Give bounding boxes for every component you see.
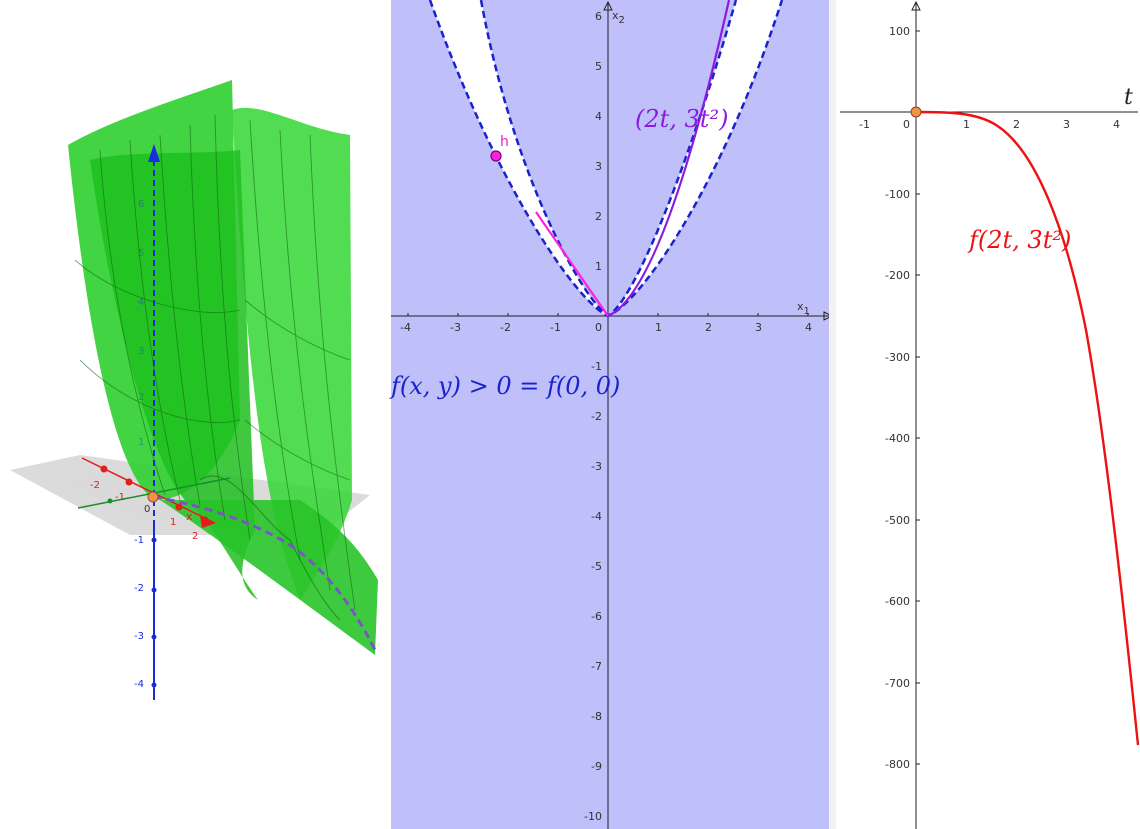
- point-h-label: h: [500, 134, 509, 150]
- graphics-3d-canvas[interactable]: 6 5 4 3 2 1 -1 -2 -3 -4 -2 -1 0 1 2: [0, 0, 384, 829]
- x1-tick-label: -3: [450, 321, 461, 334]
- x-tick-label: 2: [192, 531, 198, 542]
- z-tick-label: 1: [138, 437, 144, 448]
- x1-tick-label: 4: [805, 321, 812, 334]
- surface-mesh: [74, 114, 356, 611]
- curve-2t-3t2: [607, 0, 731, 318]
- x-tick-label: -1: [115, 492, 125, 503]
- t-point[interactable]: [910, 106, 922, 118]
- z-tick-label: -4: [134, 679, 144, 690]
- x2-tick-label: -4: [591, 510, 602, 523]
- inequality-label: f(x, y) > 0 = f(0, 0): [389, 372, 620, 400]
- composition-label: f(2t, 3t²): [967, 226, 1071, 254]
- x-axis-label: x: [186, 510, 193, 523]
- x1-axis-label: x1: [797, 300, 810, 317]
- x2-tick-label: 1: [595, 260, 602, 273]
- x2-tick-label: -10: [584, 810, 602, 823]
- x2-tick-label: -6: [591, 610, 602, 623]
- z-tick-label: 4: [138, 297, 144, 308]
- curve-label: (2t, 3t²): [635, 105, 728, 133]
- z-axis-arrow: [148, 144, 160, 162]
- x2-tick-label: 5: [595, 60, 602, 73]
- value-tick-label: -300: [885, 351, 910, 364]
- x-tick-label: -2: [90, 480, 100, 491]
- x-tick-label: 0: [144, 504, 150, 515]
- x2-tick-label: 3: [595, 160, 602, 173]
- value-tick-label: -800: [885, 758, 910, 771]
- value-tick-label: 100: [889, 25, 910, 38]
- z-tick-label: 5: [138, 248, 144, 259]
- x2-tick-label: -9: [591, 760, 602, 773]
- graphics-t-canvas[interactable]: t -1 0 1 2 3 4 100 -100 -200 -300 -400 -…: [836, 0, 1140, 829]
- x1-tick-label: 3: [755, 321, 762, 334]
- graphics-2d-view[interactable]: x1 x2 -4 -3 -2 -1 0 1 2 3 4 6 5 4 3 2 1: [384, 0, 836, 829]
- composition-curve: [915, 110, 1140, 746]
- x1-tick-label: -2: [500, 321, 511, 334]
- x1-tick-label: 2: [705, 321, 712, 334]
- surface-curve: [153, 495, 377, 651]
- t-axis-label: t: [1124, 85, 1133, 110]
- x1-tick-marks: [407, 313, 809, 316]
- t-tick-label: 2: [1013, 118, 1020, 131]
- z-tick-label: 3: [138, 346, 144, 357]
- region-f-positive: [391, 0, 832, 829]
- value-tick-label: -600: [885, 595, 910, 608]
- x-axis-ticks: -2 -1 0 1 2 x: [90, 480, 198, 542]
- t-tick-label: 0: [903, 118, 910, 131]
- t-tick-label: 3: [1063, 118, 1070, 131]
- t-axis-ticks: -1 0 1 2 3 4: [859, 118, 1120, 131]
- x-tick-label: 1: [170, 517, 176, 528]
- z-tick-label: -2: [134, 583, 144, 594]
- x2-tick-label: -7: [591, 660, 602, 673]
- x1-tick-label: -1: [550, 321, 561, 334]
- z-tick-label: 6: [138, 199, 144, 210]
- x2-tick-label: -8: [591, 710, 602, 723]
- segment-h[interactable]: [535, 211, 609, 317]
- value-tick-marks: [916, 30, 920, 765]
- x1-tick-label: 1: [655, 321, 662, 334]
- x1-tick-label: 0: [595, 321, 602, 334]
- x-axis-points: [100, 465, 209, 524]
- surface-sheet-right: [232, 107, 352, 601]
- graphics-3d-view[interactable]: 6 5 4 3 2 1 -1 -2 -3 -4 -2 -1 0 1 2: [0, 0, 384, 829]
- z-tick-label: 2: [138, 392, 144, 403]
- value-tick-label: -200: [885, 269, 910, 282]
- graphics-2d-canvas[interactable]: x1 x2 -4 -3 -2 -1 0 1 2 3 4 6 5 4 3 2 1: [384, 0, 836, 829]
- x2-tick-label: 6: [595, 10, 602, 23]
- x2-axis-ticks: 6 5 4 3 2 1 -1 -2 -3 -4 -5 -6 -7 -8 -9 -…: [584, 10, 602, 823]
- value-tick-label: -700: [885, 677, 910, 690]
- x2-tick-label: 4: [595, 110, 602, 123]
- t-tick-label: 4: [1113, 118, 1120, 131]
- surface-sheet-bottom: [160, 500, 378, 655]
- t-tick-label: -1: [859, 118, 870, 131]
- value-tick-label: -400: [885, 432, 910, 445]
- x2-tick-label: -1: [591, 360, 602, 373]
- x1-axis-ticks: -4 -3 -2 -1 0 1 2 3 4: [400, 321, 812, 334]
- point-h[interactable]: [490, 150, 502, 162]
- value-tick-label: -100: [885, 188, 910, 201]
- z-tick-label: -1: [134, 535, 144, 546]
- value-axis-ticks: 100 -100 -200 -300 -400 -500 -600 -700 -…: [885, 25, 910, 771]
- origin-point[interactable]: [147, 491, 159, 503]
- x2-tick-label: -2: [591, 410, 602, 423]
- x2-tick-label: 2: [595, 210, 602, 223]
- value-tick-label: -500: [885, 514, 910, 527]
- view-divider[interactable]: [829, 0, 836, 829]
- x1-tick-label: -4: [400, 321, 411, 334]
- t-tick-label: 1: [963, 118, 970, 131]
- x2-axis-label: x2: [612, 9, 625, 26]
- graphics-t-view[interactable]: t -1 0 1 2 3 4 100 -100 -200 -300 -400 -…: [836, 0, 1140, 829]
- surface-sheet-front: [90, 150, 258, 600]
- z-tick-label: -3: [134, 631, 144, 642]
- z-axis-ticks: 6 5 4 3 2 1 -1 -2 -3 -4: [134, 199, 157, 690]
- x2-tick-label: -5: [591, 560, 602, 573]
- x2-tick-label: -3: [591, 460, 602, 473]
